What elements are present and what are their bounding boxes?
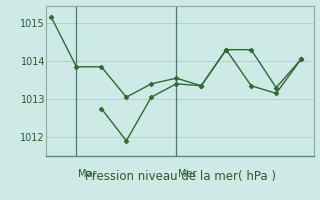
Text: Mer: Mer	[178, 169, 196, 179]
Text: Mar: Mar	[78, 169, 96, 179]
X-axis label: Pression niveau de la mer( hPa ): Pression niveau de la mer( hPa )	[84, 170, 276, 183]
